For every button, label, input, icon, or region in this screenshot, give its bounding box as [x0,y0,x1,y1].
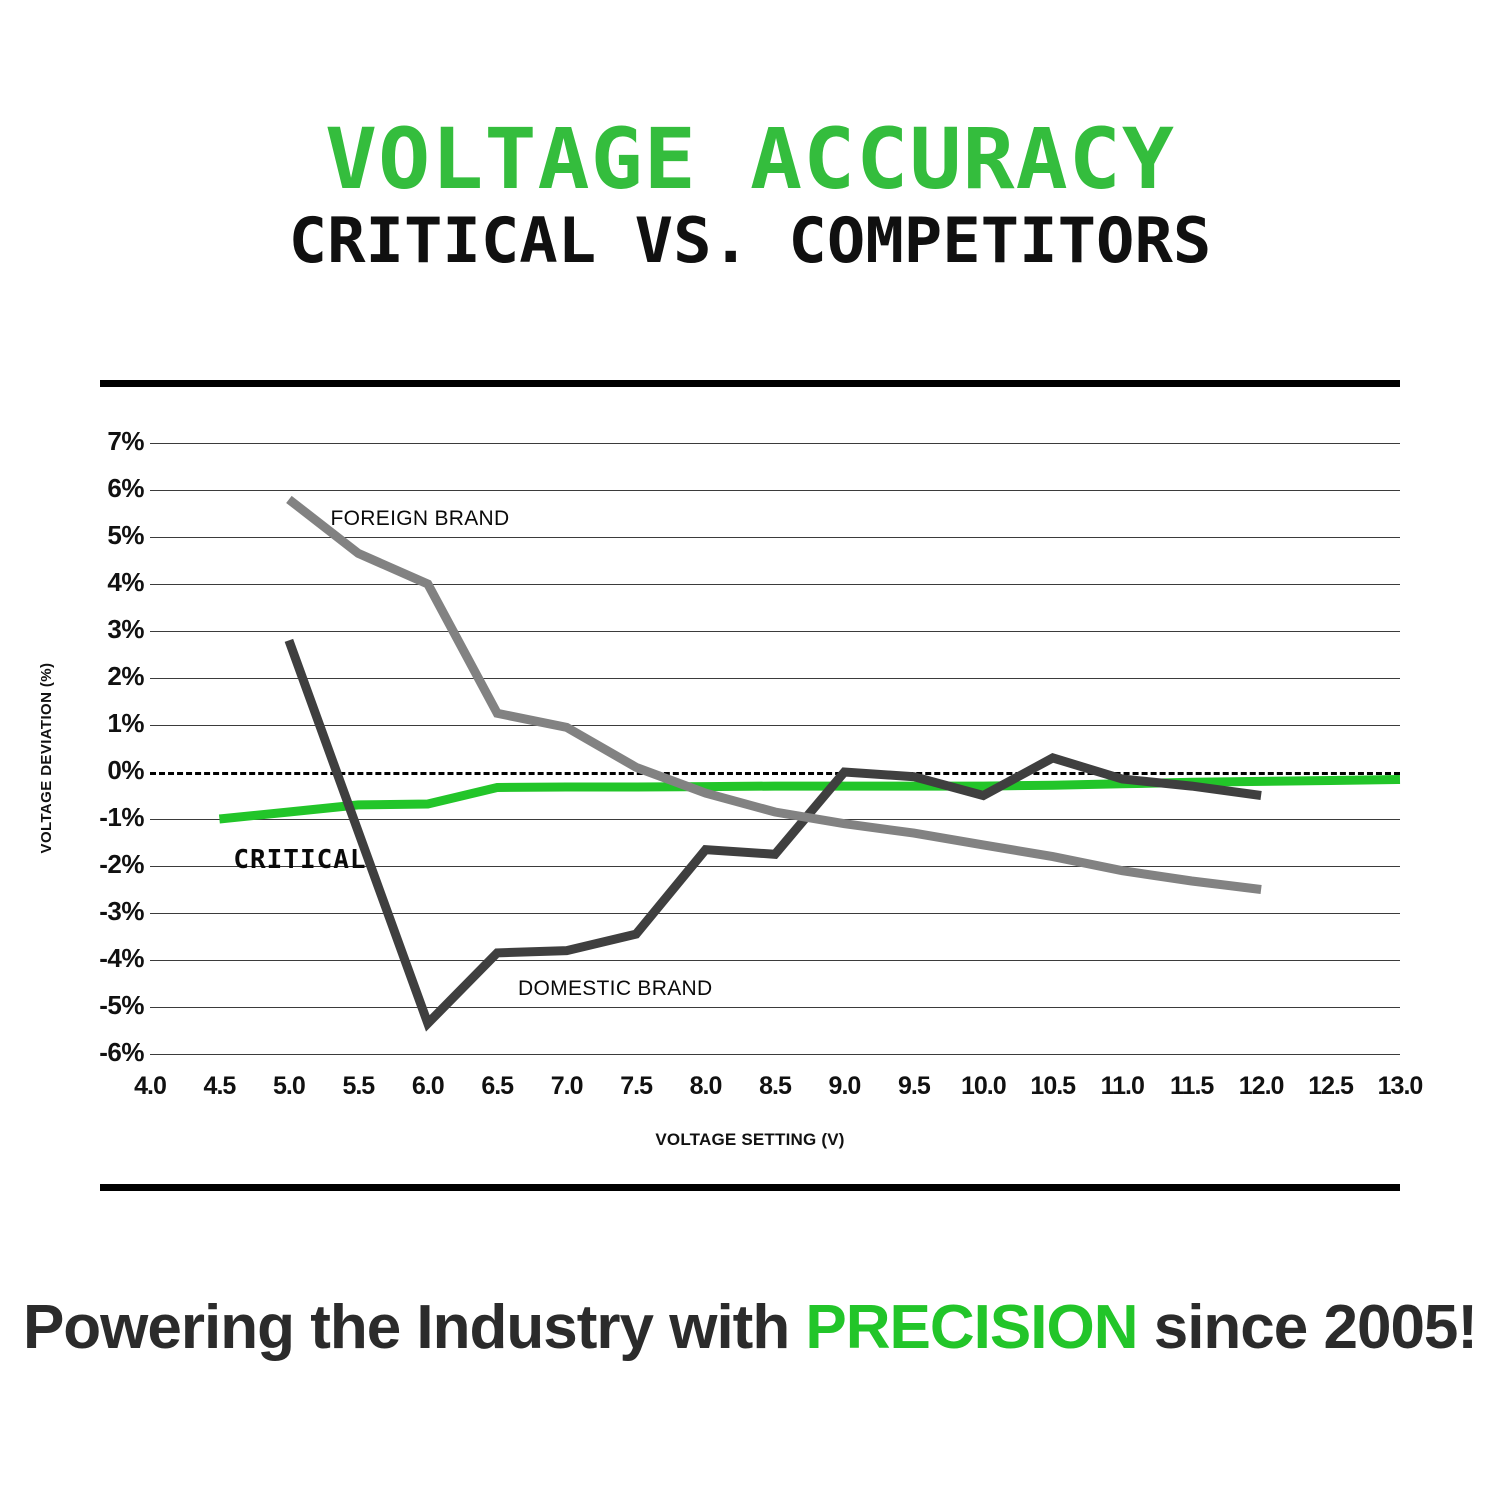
y-axis-tick-label: -2% [99,849,144,879]
x-axis-tick-label: 12.5 [1308,1072,1354,1100]
divider-top [100,380,1400,387]
y-axis-tick-label: -6% [99,1037,144,1067]
x-axis-tick-label: 7.0 [550,1072,584,1100]
series-label-foreign-brand: FOREIGN BRAND [330,506,510,530]
y-axis-tick-label: 6% [107,473,144,503]
gridline [150,537,1400,538]
header: VOLTAGE ACCURACY CRITICAL VS. COMPETITOR… [0,110,1500,278]
gridline [150,631,1400,632]
gridline [150,960,1400,961]
x-axis-tick-label: 12.0 [1238,1072,1285,1100]
x-axis-tick-label: 11.0 [1100,1072,1145,1100]
x-axis-tick-label: 4.0 [134,1072,167,1100]
y-axis-tick-label: 5% [107,520,144,550]
y-axis-tick-label: 4% [107,567,144,597]
x-axis-tick-label: 5.5 [342,1072,375,1100]
x-axis-tick-label: 9.0 [828,1072,862,1100]
x-axis-tick-label: 6.0 [411,1072,445,1100]
tagline-highlight: PRECISION [805,1293,1138,1362]
x-axis-tick-label: 4.5 [203,1072,237,1100]
x-axis-tick-label: 8.0 [689,1072,723,1100]
x-axis-tick-label: 13.0 [1377,1072,1424,1100]
gridline [150,1054,1400,1055]
gridline [150,443,1400,444]
y-axis-tick-label: -5% [99,990,144,1020]
y-axis-tick-label: 3% [107,614,144,644]
y-axis-tick-label: 7% [107,426,144,456]
gridline [150,1007,1400,1008]
y-axis-tick-label: -3% [99,896,144,926]
chart-container [0,400,1500,1180]
y-axis-tick-label: 1% [107,708,144,738]
x-axis-tick-label: 6.5 [481,1072,514,1100]
y-axis-title: VOLTAGE DEVIATION (%) [38,662,55,854]
x-axis-tick-label: 5.0 [272,1072,306,1100]
tagline: Powering the Industry with PRECISION sin… [0,1292,1500,1363]
x-axis-tick-label: 10.0 [960,1072,1007,1100]
y-axis-tick-label: -1% [99,802,144,832]
y-axis-tick-label: 0% [107,755,144,785]
page-title: VOLTAGE ACCURACY [325,110,1175,208]
zero-reference-line [150,772,1400,775]
x-axis-tick-label: 9.5 [897,1072,931,1100]
divider-bottom [100,1184,1400,1191]
page-subtitle: CRITICAL VS. COMPETITORS [288,204,1212,278]
tagline-before: Powering the Industry with [22,1293,806,1362]
gridline [150,584,1400,585]
x-axis-tick-label: 8.5 [759,1072,792,1100]
x-axis-tick-label: 7.5 [620,1072,653,1100]
y-axis-tick-label: 2% [107,661,144,691]
series-label-critical: CRITICAL [233,844,367,875]
series-label-domestic-brand: DOMESTIC BRAND [518,976,713,1000]
x-axis-tick-label: 11.5 [1170,1072,1214,1100]
gridline [150,490,1400,491]
gridline [150,725,1400,726]
x-axis-title: VOLTAGE SETTING (V) [655,1130,845,1149]
gridline [150,678,1400,679]
x-axis-tick-label: 10.5 [1030,1072,1076,1100]
gridline [150,819,1400,820]
y-axis-tick-label: -4% [99,943,144,973]
gridline [150,913,1400,914]
tagline-after: since 2005! [1137,1293,1478,1362]
